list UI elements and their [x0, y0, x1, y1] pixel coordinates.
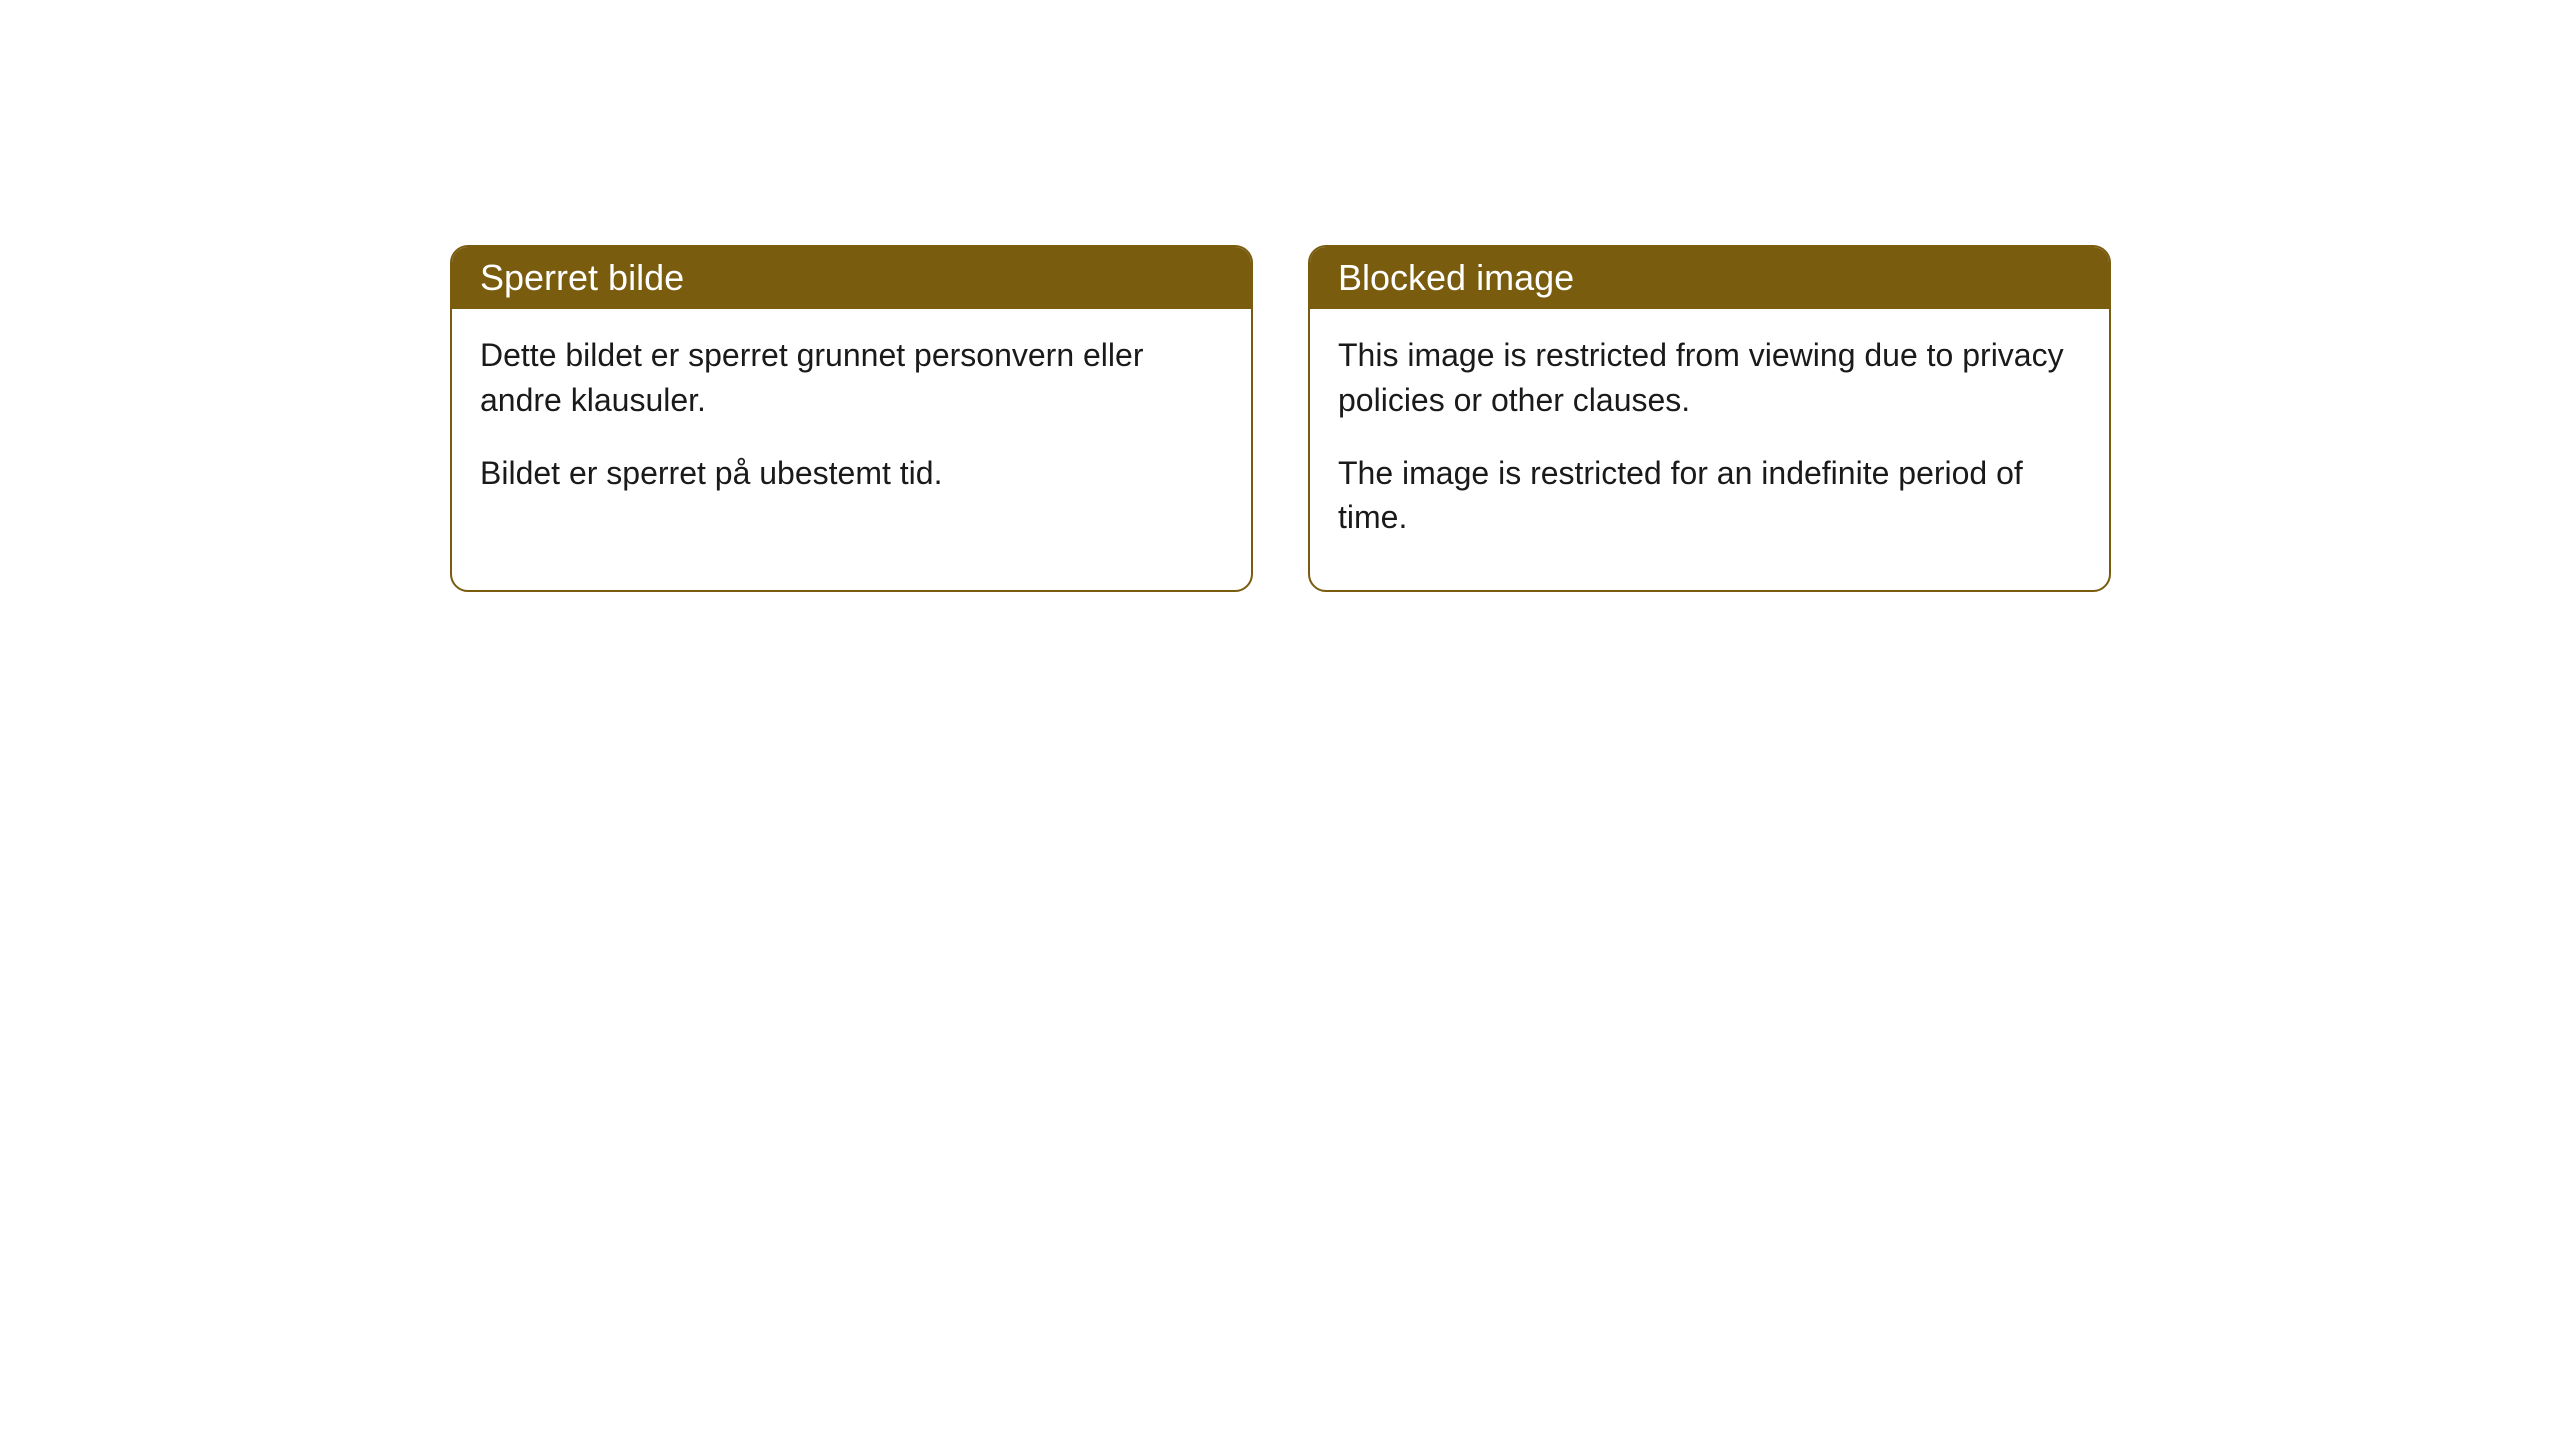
- card-body-english: This image is restricted from viewing du…: [1310, 309, 2109, 590]
- card-title: Blocked image: [1338, 257, 1574, 298]
- card-paragraph-2: The image is restricted for an indefinit…: [1338, 451, 2081, 541]
- notification-cards-container: Sperret bilde Dette bildet er sperret gr…: [450, 245, 2111, 592]
- card-header-norwegian: Sperret bilde: [452, 247, 1251, 309]
- card-paragraph-1: This image is restricted from viewing du…: [1338, 333, 2081, 423]
- card-paragraph-2: Bildet er sperret på ubestemt tid.: [480, 451, 1223, 496]
- card-body-norwegian: Dette bildet er sperret grunnet personve…: [452, 309, 1251, 545]
- card-title: Sperret bilde: [480, 257, 684, 298]
- blocked-image-card-english: Blocked image This image is restricted f…: [1308, 245, 2111, 592]
- card-header-english: Blocked image: [1310, 247, 2109, 309]
- blocked-image-card-norwegian: Sperret bilde Dette bildet er sperret gr…: [450, 245, 1253, 592]
- card-paragraph-1: Dette bildet er sperret grunnet personve…: [480, 333, 1223, 423]
